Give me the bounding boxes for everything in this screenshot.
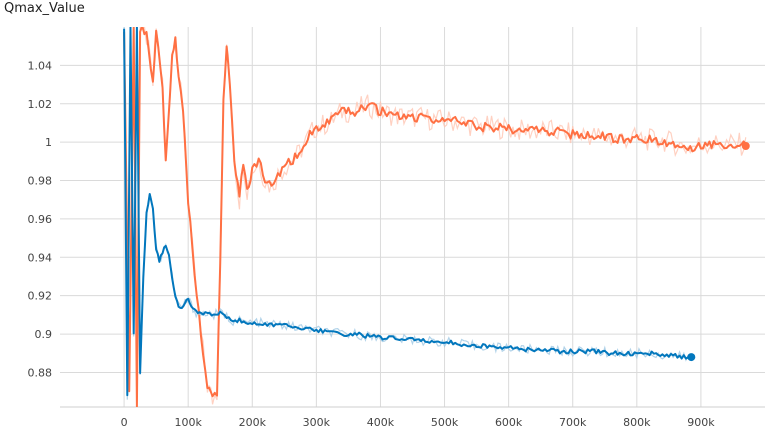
series-raw-band xyxy=(123,27,692,400)
y-tick-label: 0.96 xyxy=(28,213,53,226)
series-end-point xyxy=(741,141,750,150)
x-tick-label: 600k xyxy=(495,416,523,429)
x-tick-label: 100k xyxy=(174,416,202,429)
y-axis-ticks: 0.88 0.9 0.92 0.94 0.96 0.98 1 1.02 1.04 xyxy=(28,59,53,379)
y-tick-label: 0.88 xyxy=(28,366,53,379)
chart-title: Qmax_Value xyxy=(4,1,85,16)
y-tick-label: 0.92 xyxy=(28,290,53,303)
grid xyxy=(60,27,765,408)
series-layer xyxy=(123,27,750,407)
series-line xyxy=(123,27,692,397)
x-tick-label: 200k xyxy=(239,416,267,429)
y-tick-label: 1.02 xyxy=(28,98,53,111)
y-tick-label: 0.94 xyxy=(28,251,53,264)
series-line xyxy=(123,27,747,407)
x-axis-ticks: 0 100k 200k 300k 400k 500k 600k 700k 800k 900k xyxy=(121,416,716,429)
x-tick-label: 700k xyxy=(559,416,587,429)
y-tick-label: 0.9 xyxy=(35,328,53,341)
x-tick-label: 400k xyxy=(367,416,395,429)
x-tick-label: 0 xyxy=(121,416,128,429)
y-tick-label: 0.98 xyxy=(28,175,53,188)
series-end-point xyxy=(687,353,696,362)
y-tick-label: 1.04 xyxy=(28,59,53,72)
x-tick-label: 300k xyxy=(303,416,331,429)
y-tick-label: 1 xyxy=(45,136,52,149)
x-tick-label: 900k xyxy=(687,416,715,429)
x-tick-label: 500k xyxy=(431,416,459,429)
x-tick-label: 800k xyxy=(623,416,651,429)
